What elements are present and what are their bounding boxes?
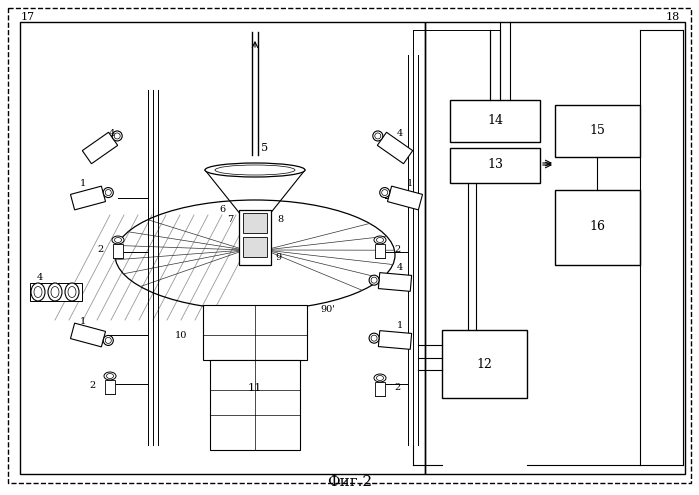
Bar [113,244,123,258]
Polygon shape [82,132,117,164]
Ellipse shape [374,374,386,382]
Text: 2: 2 [394,384,401,393]
Text: 7: 7 [226,215,233,225]
Bar [450,100,540,142]
Text: 90': 90' [320,305,335,314]
Bar [20,22,425,474]
Text: 12: 12 [476,357,492,370]
Text: 1: 1 [397,321,403,331]
Ellipse shape [103,336,113,346]
Text: 4: 4 [397,263,403,273]
Text: Фиг.2: Фиг.2 [327,475,373,489]
Polygon shape [378,273,412,292]
Ellipse shape [48,283,62,301]
Ellipse shape [31,283,45,301]
Ellipse shape [103,188,113,198]
Text: 4: 4 [109,130,115,139]
Text: 6: 6 [219,205,225,214]
Text: 8: 8 [277,215,283,225]
Text: 9: 9 [275,253,281,262]
Text: 14: 14 [487,114,503,128]
Text: 18: 18 [666,12,680,22]
Text: 1: 1 [407,180,413,189]
Ellipse shape [380,188,390,198]
Text: 15: 15 [589,125,605,138]
Text: 2: 2 [394,246,401,254]
Text: 16: 16 [589,220,605,234]
Bar [375,244,385,258]
Bar [555,105,640,157]
Bar [425,22,685,474]
Text: 2: 2 [89,382,96,391]
Bar [30,283,82,301]
Ellipse shape [112,236,124,244]
Text: 11: 11 [248,383,262,393]
Bar [105,380,115,394]
Bar [442,330,527,398]
Polygon shape [71,323,106,347]
Text: 13: 13 [487,158,503,171]
Text: 2: 2 [98,246,104,254]
Bar [239,210,271,265]
Ellipse shape [369,333,379,343]
Bar [210,360,300,450]
Bar [203,305,307,360]
Bar [243,237,267,257]
Ellipse shape [369,275,379,285]
Ellipse shape [65,283,79,301]
Text: 10: 10 [175,331,187,340]
Text: 5: 5 [261,143,268,153]
Ellipse shape [205,163,305,177]
Bar [375,382,385,396]
Polygon shape [378,331,412,349]
Text: 17: 17 [21,12,35,22]
Polygon shape [387,186,422,210]
Text: 1: 1 [80,316,86,326]
Text: 4: 4 [397,130,403,139]
Bar [243,213,267,233]
Bar [555,190,640,265]
Ellipse shape [113,131,122,141]
Polygon shape [71,186,106,210]
Ellipse shape [104,372,116,380]
Ellipse shape [373,131,383,141]
Bar [450,148,540,183]
Text: 1: 1 [80,180,86,189]
Text: 4: 4 [37,273,43,282]
Ellipse shape [374,236,386,244]
Polygon shape [377,132,412,164]
